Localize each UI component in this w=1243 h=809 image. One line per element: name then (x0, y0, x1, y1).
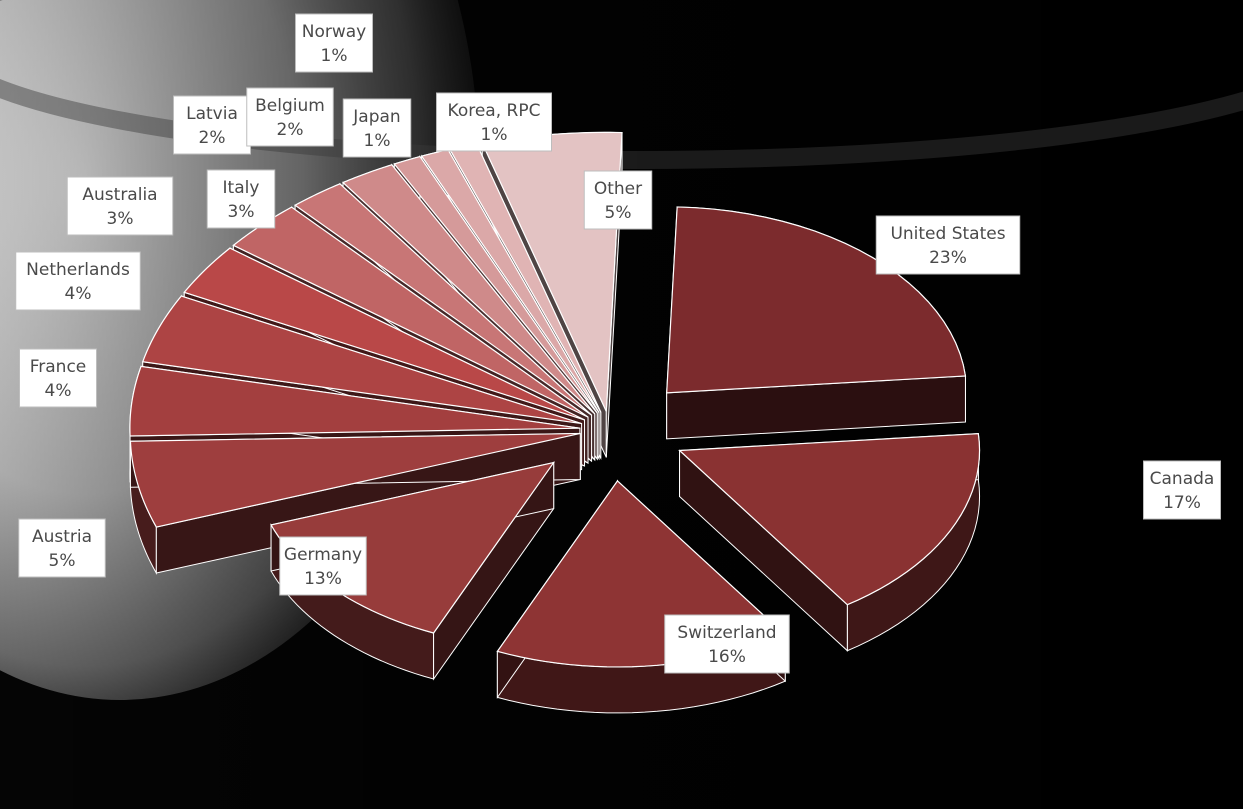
data-label-percent: 4% (45, 381, 72, 401)
data-label-box (583, 170, 653, 230)
data-label-box (279, 536, 367, 596)
data-label-category: Latvia (186, 104, 238, 124)
data-label-france: France 4% (19, 348, 97, 408)
data-label-category: France (30, 357, 87, 377)
data-label-percent: 2% (199, 128, 226, 148)
data-label-box (15, 251, 141, 311)
data-label-australia: Australia 3% (66, 176, 174, 236)
data-label-percent: 17% (1163, 493, 1201, 513)
data-label-percent: 4% (65, 284, 92, 304)
data-label-box (436, 92, 552, 152)
pie-slice-top (183, 247, 585, 421)
data-label-norway: Norway 1% (295, 13, 373, 73)
data-label-category: Netherlands (26, 260, 130, 280)
pie-slice-top (393, 155, 598, 414)
data-label-united-states: United States 23% (875, 215, 1021, 275)
pie-slice-top (129, 432, 581, 528)
data-label-box (295, 13, 373, 73)
pie-slice-top (141, 295, 582, 425)
data-label-percent: 5% (49, 551, 76, 571)
data-label-percent: 16% (708, 647, 746, 667)
data-label-percent: 2% (277, 120, 304, 140)
data-label-percent: 13% (304, 569, 342, 589)
data-label-box (19, 348, 97, 408)
data-label-category: Norway (302, 22, 367, 42)
data-label-box (173, 95, 251, 155)
data-label-category: United States (890, 224, 1005, 244)
data-label-category: Italy (223, 178, 260, 198)
data-label-category: Australia (82, 185, 157, 205)
data-label-germany: Germany 13% (279, 536, 367, 596)
data-label-box (875, 215, 1021, 275)
pie-slice-united-states (666, 206, 967, 440)
data-label-austria: Austria 5% (18, 518, 106, 578)
data-label-belgium: Belgium 2% (246, 87, 334, 147)
pie-slice-top (293, 183, 592, 416)
data-label-category: Canada (1150, 469, 1215, 489)
data-label-switzerland: Switzerland 16% (664, 614, 790, 674)
data-label-box (206, 169, 276, 229)
data-label-category: Austria (32, 527, 92, 547)
pie-slice-top (666, 206, 967, 394)
pie-slice-top (341, 164, 596, 415)
pie-slice-top (129, 365, 580, 437)
data-label-box (18, 518, 106, 578)
data-label-category: Other (594, 179, 642, 199)
data-label-japan: Japan 1% (342, 98, 412, 158)
pie-slice-canada (678, 432, 981, 652)
data-label-netherlands: Netherlands 4% (15, 251, 141, 311)
data-label-latvia: Latvia 2% (173, 95, 251, 155)
data-label-percent: 3% (107, 209, 134, 229)
data-label-category: Korea, RPC (448, 101, 541, 121)
data-label-category: Switzerland (677, 623, 776, 643)
data-label-percent: 3% (228, 202, 255, 222)
data-label-percent: 5% (605, 203, 632, 223)
data-label-italy: Italy 3% (206, 169, 276, 229)
pie-slice-top (678, 432, 981, 606)
pie-slices (129, 131, 981, 714)
data-label-box (1143, 460, 1221, 520)
data-label-canada: Canada 17% (1143, 460, 1221, 520)
data-label-korea-rpc: Korea, RPC 1% (436, 92, 552, 152)
data-label-category: Belgium (255, 96, 325, 116)
data-label-box (246, 87, 334, 147)
data-label-box (664, 614, 790, 674)
data-label-percent: 1% (321, 46, 348, 66)
data-label-other: Other 5% (583, 170, 653, 230)
data-label-percent: 1% (481, 125, 508, 145)
data-label-category: Japan (352, 107, 400, 127)
data-label-percent: 1% (364, 131, 391, 151)
data-label-box (66, 176, 174, 236)
data-label-percent: 23% (929, 248, 967, 268)
data-label-box (342, 98, 412, 158)
pie-data-labels: United States 23% Canada 17% Switzerland 16% G… (15, 13, 1221, 674)
data-label-category: Germany (284, 545, 362, 565)
